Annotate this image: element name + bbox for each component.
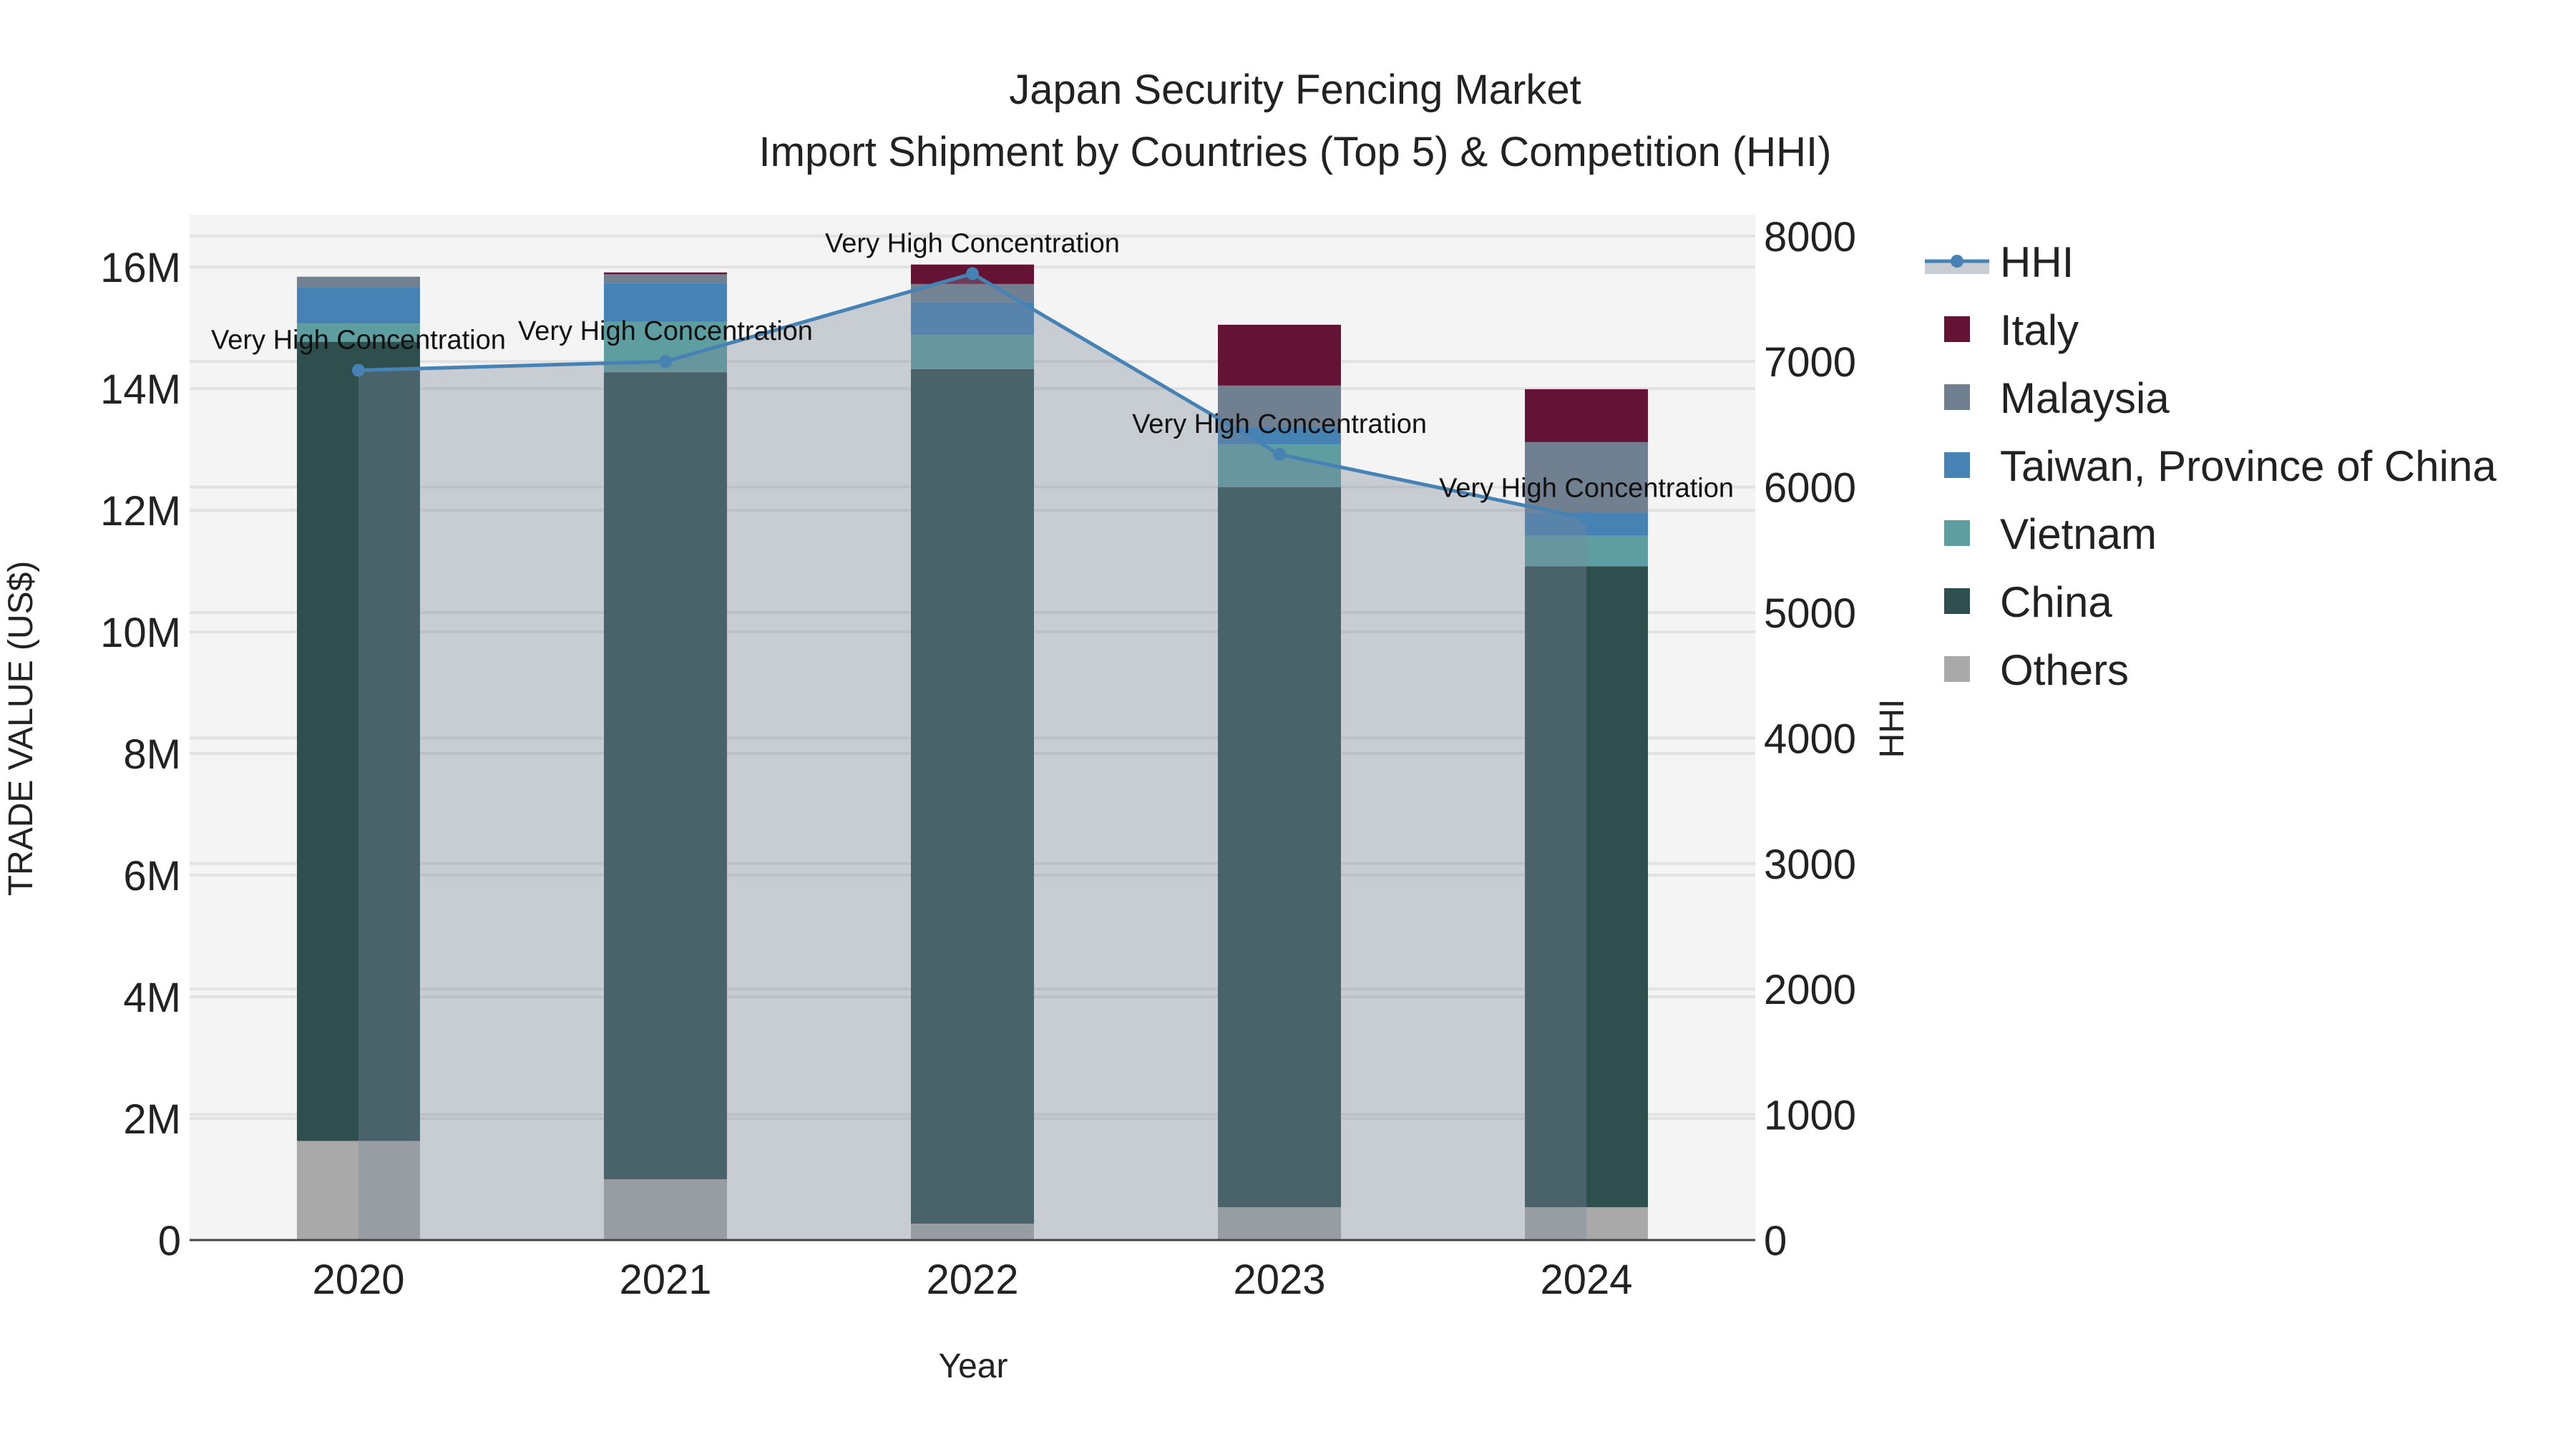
- legend-label: Malaysia: [2000, 374, 2170, 422]
- bar-others-2023: [1218, 1207, 1342, 1240]
- hhi-annotation: Very High Concentration: [518, 316, 813, 346]
- legend-swatch: [1944, 520, 1970, 546]
- y2-tick-label: 7000: [1764, 339, 1856, 386]
- bar-taiwan-province-of-china-2020: [296, 287, 420, 324]
- hhi-point-2021: [658, 355, 672, 369]
- chart-subtitle: Import Shipment by Countries (Top 5) & C…: [759, 129, 1832, 175]
- legend-label: China: [2000, 578, 2112, 626]
- legend-label: Taiwan, Province of China: [2000, 442, 2497, 490]
- bar-vietnam-2022: [911, 335, 1034, 369]
- legend-item-others: Others: [1944, 646, 2129, 694]
- hhi-annotation: Very High Concentration: [1439, 473, 1734, 503]
- bar-others-2022: [911, 1224, 1034, 1240]
- legend-label: Italy: [2000, 306, 2079, 354]
- axes: 0 2M 4M 6M 8M 10M 12M 14M 16M 0 1000 2000 3000 4000 50…: [100, 214, 1856, 1303]
- x-tick-label: 2021: [619, 1257, 711, 1303]
- legend-swatch: [1944, 316, 1970, 342]
- bar-malaysia-2020: [296, 276, 420, 288]
- bar-taiwan-province-of-china-2023: [1218, 427, 1342, 445]
- y2-tick-label: 3000: [1764, 841, 1856, 888]
- bar-taiwan-province-of-china-2022: [911, 302, 1034, 336]
- hhi-point-2020: [351, 364, 365, 377]
- bar-malaysia-2023: [1218, 385, 1342, 428]
- y2-axis-title: HHI: [1873, 699, 1911, 758]
- hhi-annotation: Very High Concentration: [825, 228, 1120, 258]
- hhi-area-fill: [358, 273, 1587, 1240]
- legend-label: Others: [2000, 646, 2129, 694]
- y-tick-label: 10M: [100, 610, 181, 656]
- bar-china-2023: [1218, 487, 1342, 1208]
- legend-swatch-marker: [1951, 255, 1963, 268]
- bar-taiwan-province-of-china-2021: [603, 283, 727, 322]
- hhi-point-2024: [1580, 512, 1594, 525]
- bar-italy-2024: [1525, 389, 1649, 442]
- y2-tick-label: 6000: [1764, 465, 1856, 512]
- bar-china-2022: [911, 369, 1034, 1224]
- hhi-line-group: [351, 267, 1594, 525]
- y-tick-label: 2M: [123, 1096, 181, 1143]
- bar-others-2021: [603, 1179, 727, 1240]
- legend-item-vietnam: Vietnam: [1944, 510, 2157, 558]
- hhi-annotation: Very High Concentration: [1132, 409, 1427, 439]
- hhi-point-2023: [1273, 448, 1287, 462]
- bar-vietnam-2020: [296, 323, 420, 342]
- legend: HHI Italy Malaysia Taiwan, Province of Chin…: [1925, 238, 2497, 694]
- y-tick-label: 14M: [100, 366, 181, 413]
- y-tick-label: 16M: [100, 245, 181, 291]
- y-tick-label: 0: [158, 1218, 181, 1264]
- legend-item-hhi: HHI: [1925, 238, 2074, 286]
- bar-malaysia-2024: [1525, 441, 1649, 513]
- x-tick-label: 2023: [1234, 1257, 1326, 1303]
- legend-label: HHI: [2000, 238, 2074, 286]
- y2-tick-label: 2000: [1764, 967, 1856, 1013]
- legend-item-italy: Italy: [1944, 306, 2079, 354]
- y2-tick-label: 8000: [1764, 214, 1856, 260]
- x-tick-label: 2022: [926, 1257, 1018, 1303]
- y2-tick-label: 4000: [1764, 716, 1856, 762]
- legend-item-china: China: [1944, 578, 2112, 626]
- x-tick-label: 2024: [1541, 1257, 1633, 1303]
- legend-swatch: [1944, 656, 1970, 682]
- bars: [296, 264, 1649, 1240]
- bar-china-2024: [1525, 566, 1649, 1208]
- y-axis-title: TRADE VALUE (US$): [2, 561, 40, 897]
- y2-tick-label: 1000: [1764, 1093, 1856, 1139]
- bar-others-2024: [1525, 1207, 1649, 1240]
- y-tick-label: 12M: [100, 488, 181, 535]
- hhi-point-2022: [966, 267, 979, 280]
- y-tick-label: 4M: [123, 975, 181, 1021]
- hhi-annotation: Very High Concentration: [211, 325, 506, 355]
- bar-others-2020: [296, 1141, 420, 1240]
- bar-china-2020: [296, 341, 420, 1141]
- y2-tick-label: 0: [1764, 1218, 1787, 1264]
- legend-item-taiwan-province-of-china: Taiwan, Province of China: [1944, 442, 2497, 490]
- legend-label: Vietnam: [2000, 510, 2157, 558]
- y2-tick-label: 5000: [1764, 590, 1856, 637]
- y-tick-label: 8M: [123, 731, 181, 778]
- legend-swatch: [1944, 452, 1970, 478]
- bar-malaysia-2021: [603, 274, 727, 283]
- y-tick-label: 6M: [123, 853, 181, 899]
- legend-item-malaysia: Malaysia: [1944, 374, 2170, 422]
- chart-title: Japan Security Fencing Market: [1009, 67, 1581, 113]
- bar-italy-2021: [603, 272, 727, 275]
- x-axis-title: Year: [939, 1347, 1008, 1385]
- bar-italy-2023: [1218, 324, 1342, 386]
- hhi-area: [358, 273, 1587, 1240]
- legend-swatch: [1944, 588, 1970, 614]
- bar-vietnam-2024: [1525, 535, 1649, 567]
- legend-swatch: [1944, 384, 1970, 410]
- x-tick-label: 2020: [312, 1257, 404, 1303]
- bar-china-2021: [603, 372, 727, 1180]
- annotations: Very High Concentration Very High Concent…: [211, 228, 1734, 503]
